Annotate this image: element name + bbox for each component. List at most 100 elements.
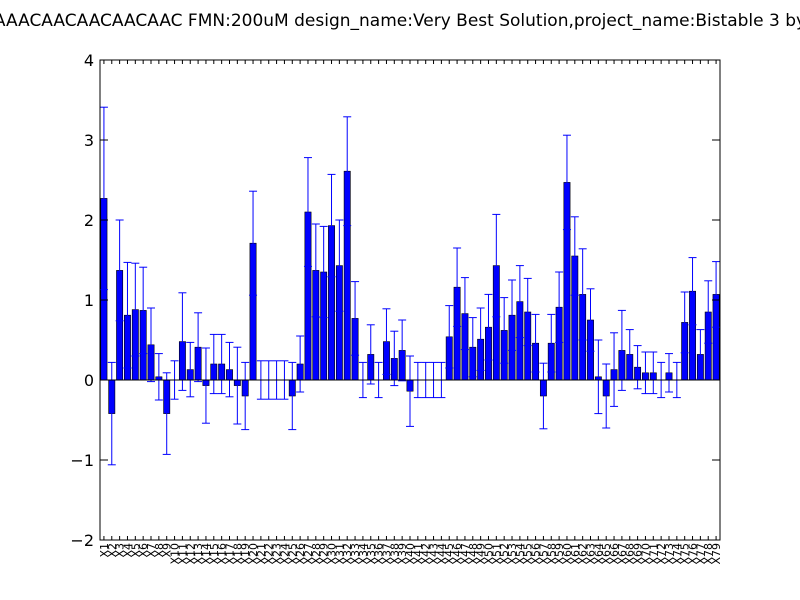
x-tick-label: X25	[286, 543, 299, 565]
x-tick-label: X46	[451, 543, 464, 565]
x-tick-label: X60	[561, 543, 574, 565]
x-tick-label: X21	[255, 543, 268, 565]
error-bar-X57	[539, 362, 548, 430]
error-bar-X4	[123, 261, 132, 369]
error-bar-X20	[249, 190, 258, 296]
x-tick-label: X62	[577, 543, 590, 565]
error-bar-X14	[201, 347, 210, 424]
x-tick-label: X68	[624, 543, 637, 565]
x-tick-label: X55	[522, 543, 535, 565]
error-bar-X68	[625, 329, 634, 380]
x-tick-label: X73	[663, 543, 676, 565]
x-tick-label: X14	[200, 543, 213, 565]
error-bar-X35	[366, 324, 375, 385]
error-bar-X8	[154, 353, 163, 401]
x-tick-label: X61	[569, 543, 582, 565]
x-tick-label: X79	[710, 543, 723, 565]
x-tick-label: X8	[153, 543, 166, 558]
x-tick-label: X38	[388, 543, 401, 565]
error-bar-X7	[147, 307, 156, 383]
x-tick-label: X51	[490, 543, 503, 565]
error-bar-X47	[460, 277, 469, 351]
x-tick-label: X18	[231, 543, 244, 565]
error-bar-X11	[178, 292, 187, 391]
x-tick-label: X75	[679, 543, 692, 565]
error-bar-X12	[186, 341, 195, 398]
x-tick-label: X45	[443, 543, 456, 565]
x-tick-label: X35	[365, 543, 378, 565]
x-tick-label: X50	[482, 543, 495, 565]
x-tick-label: X72	[655, 543, 668, 565]
x-tick-label: X28	[310, 543, 323, 565]
y-tick-label: −1	[70, 451, 94, 470]
x-tick-label: X64	[592, 543, 605, 565]
error-bar-X6	[139, 266, 148, 355]
error-bar-X37	[382, 308, 391, 375]
error-bar-X77	[696, 329, 705, 380]
y-tick-label: 4	[84, 51, 94, 70]
error-bar-X71	[649, 351, 658, 395]
error-bar-X17	[225, 341, 234, 398]
error-bar-X13	[194, 312, 203, 383]
chart-title: AAACAACAACAACAAC FMN:200uM design_name:V…	[0, 11, 800, 31]
x-tick-label: X76	[687, 543, 700, 565]
y-tick-label: 0	[84, 371, 94, 390]
error-bar-X52	[500, 297, 509, 364]
error-bar-X58	[547, 313, 556, 373]
error-bar-X70	[641, 351, 650, 395]
error-bar-X78	[704, 280, 713, 344]
error-bar-X64	[594, 339, 603, 415]
error-bar-X65	[602, 363, 611, 429]
error-bar-X63	[586, 288, 595, 352]
x-tick-label: X2	[106, 543, 119, 558]
error-bar-X1	[99, 106, 108, 291]
x-tick-label: X6	[137, 543, 150, 558]
y-axis: −2 −1 0 1 2 3 4	[70, 51, 720, 550]
x-tick-label: X44	[435, 543, 448, 565]
x-tick-label: X78	[702, 543, 715, 565]
x-tick-label: X23	[271, 543, 284, 565]
x-tick-label: X37	[380, 543, 393, 565]
error-bar-X32	[343, 116, 352, 227]
error-bar-X19	[241, 361, 250, 431]
x-tick-label: X41	[412, 543, 425, 565]
x-tick-label: X26	[294, 543, 307, 565]
x-tick-label: X67	[616, 543, 629, 565]
error-bar-X5	[131, 262, 140, 357]
error-bar-X55	[523, 277, 532, 347]
y-tick-label: 1	[84, 291, 94, 310]
x-tick-label: X13	[192, 543, 205, 565]
error-bar-X56	[531, 313, 540, 373]
x-tick-label: X12	[184, 543, 197, 565]
error-bar-X45	[445, 305, 454, 369]
error-bar-X16	[217, 333, 226, 395]
x-tick-label: X59	[553, 543, 566, 565]
y-tick-label: 2	[84, 211, 94, 230]
x-tick-label: X5	[129, 543, 142, 558]
x-tick-label: X34	[357, 543, 370, 565]
x-tick-label: X49	[475, 543, 488, 565]
x-tick-label: X57	[537, 543, 550, 565]
x-tick-label: X43	[428, 543, 441, 565]
error-bars-layer	[99, 106, 721, 466]
error-bar-X2	[107, 361, 116, 466]
error-bar-X28	[311, 223, 320, 318]
x-tick-label: X7	[145, 543, 158, 558]
error-bar-X18	[233, 346, 242, 425]
error-bar-X48	[468, 317, 477, 378]
error-bar-X54	[515, 265, 524, 339]
x-tick-label: X71	[647, 543, 660, 565]
plot-frame	[99, 59, 721, 541]
error-bar-X73	[664, 353, 673, 393]
x-tick-label: X1	[98, 543, 111, 558]
x-tick-label: X56	[530, 543, 543, 565]
error-bar-X62	[578, 248, 587, 341]
x-tick-label: X33	[349, 543, 362, 565]
x-tick-label: X65	[600, 543, 613, 565]
error-bar-X39	[398, 319, 407, 382]
x-tick-label: X20	[247, 543, 260, 565]
error-bar-X26	[296, 335, 305, 393]
error-bar-X25	[288, 361, 297, 431]
error-bar-X9	[162, 372, 171, 455]
x-tick-label: X3	[114, 543, 127, 558]
